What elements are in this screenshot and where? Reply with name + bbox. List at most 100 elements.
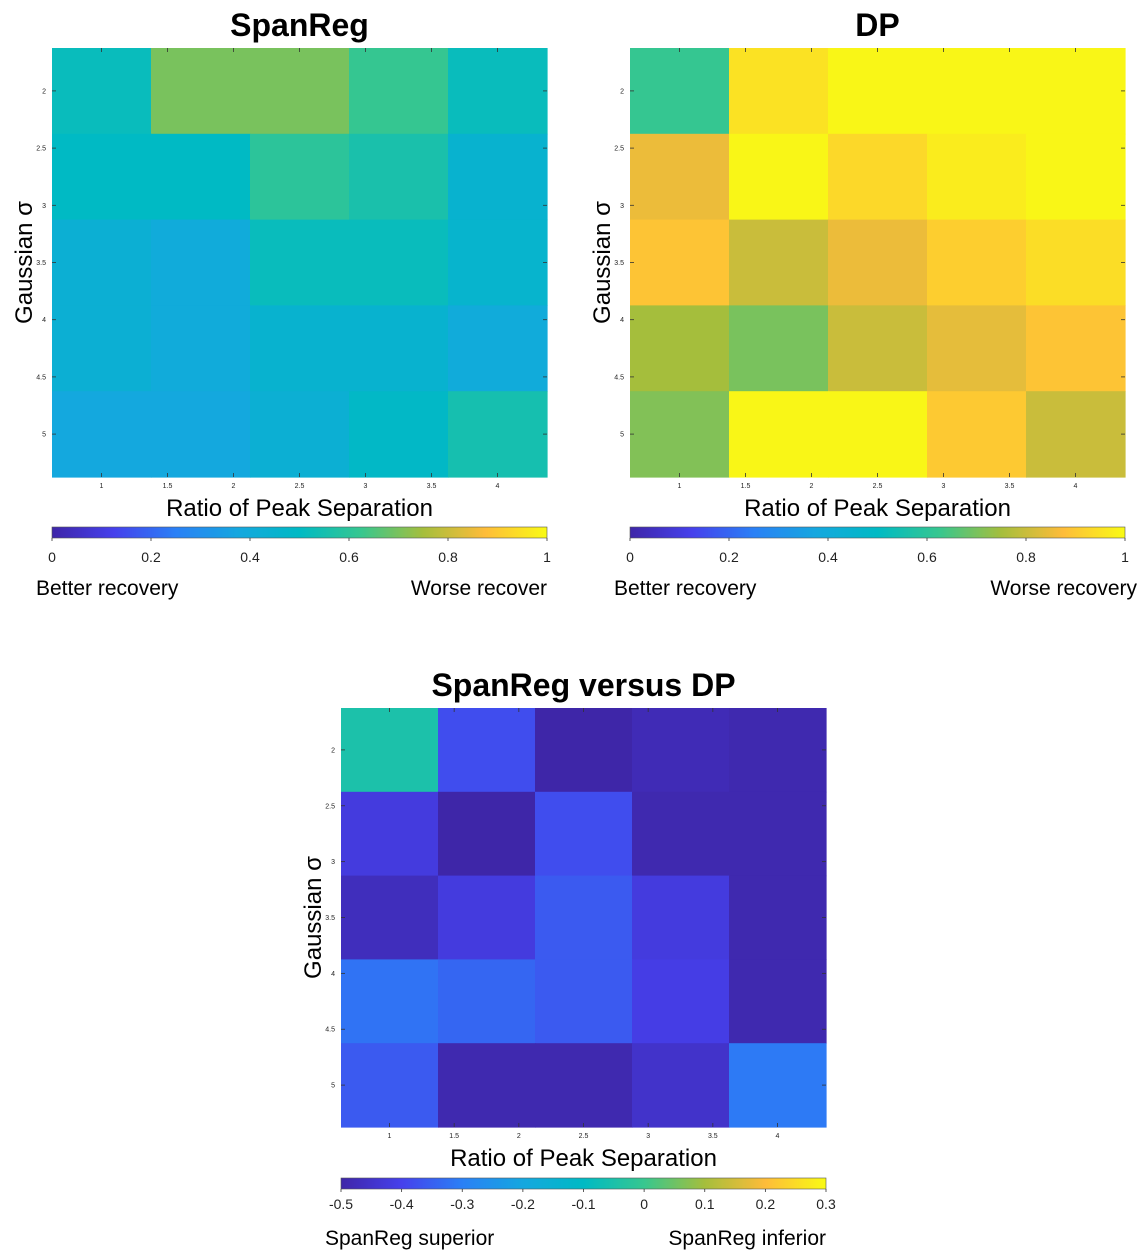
heatmap-cell-r5-c2 (151, 391, 251, 478)
heatmap-cell-r5-c1 (341, 1043, 439, 1128)
x-tick-label-3: 3 (646, 1133, 650, 1140)
colorbar-tick-label-0: 0 (626, 549, 634, 565)
heatmap-cell-r4-c3 (828, 305, 928, 392)
heatmap-cell-r2-c1 (52, 133, 152, 221)
heatmap-cell-r1-c5 (448, 48, 548, 135)
heatmap-cell-r1-c1 (630, 48, 730, 135)
heatmap-cell-r3-c1 (52, 219, 152, 306)
x-tick-label-3: 3 (942, 483, 946, 490)
heatmap-cell-r1-c5 (1026, 48, 1126, 135)
heatmap-cell-r2-c4 (349, 133, 449, 221)
y-tick-label-3: 3 (620, 203, 624, 210)
y-axis-label: Gaussian σ (11, 201, 38, 324)
x-tick-label-3-5: 3.5 (1005, 483, 1015, 490)
x-tick-label-2-5: 2.5 (873, 483, 883, 490)
x-tick-label-1-5: 1.5 (163, 483, 173, 490)
colorbar-left-label: Better recovery (614, 577, 757, 600)
x-tick-label-3-5: 3.5 (708, 1133, 718, 1140)
colorbar-right-label: Worse recover (411, 577, 547, 600)
heatmap-cell-r1-c3 (250, 48, 350, 135)
y-tick-label-4: 4 (42, 317, 46, 324)
heatmap-cell-r3-c4 (632, 875, 730, 960)
colorbar-tick-label-0-6: 0.6 (339, 549, 359, 565)
colorbar-tick-label-1: 1 (1121, 549, 1129, 565)
heatmap-cell-r4-c5 (1026, 305, 1126, 392)
heatmap-cell-r2-c2 (729, 133, 829, 221)
x-tick-label-1-5: 1.5 (741, 483, 751, 490)
y-axis-label: Gaussian σ (589, 201, 616, 324)
heatmap-cell-r3-c1 (630, 219, 730, 306)
x-tick-label-4: 4 (496, 483, 500, 490)
heatmap-cell-r2-c3 (250, 133, 350, 221)
heatmap-cell-r5-c2 (438, 1043, 536, 1128)
colorbar-tick-label-0-2: -0.2 (511, 1196, 535, 1212)
x-tick-label-3-5: 3.5 (427, 483, 437, 490)
x-tick-label-1: 1 (100, 483, 104, 490)
y-tick-label-5: 5 (620, 432, 624, 439)
heatmap-cell-r3-c3 (828, 219, 928, 306)
y-tick-label-4-5: 4.5 (325, 1027, 335, 1034)
x-tick-label-4: 4 (776, 1133, 780, 1140)
heatmap-panel-3: 1 1.5 2 2.5 3 3.5 4 2 2.5 3 3.5 4 4.5 5 SpanReg versus… (300, 667, 836, 1250)
colorbar-tick-label-0: 0 (48, 549, 56, 565)
heatmap-cell-r1-c2 (151, 48, 251, 135)
colorbar-right-label: Worse recovery (990, 577, 1137, 600)
heatmap-cell-r3-c2 (151, 219, 251, 306)
x-tick-label-2: 2 (517, 1133, 521, 1140)
heatmap-cell-r4-c1 (52, 305, 152, 392)
y-tick-label-3-5: 3.5 (36, 260, 46, 267)
heatmap-cell-r4-c2 (729, 305, 829, 392)
x-tick-label-2: 2 (232, 483, 236, 490)
heatmap-cell-r2-c4 (927, 133, 1027, 221)
colorbar-tick-label-0-3: -0.3 (450, 1196, 474, 1212)
x-tick-label-2-5: 2.5 (579, 1133, 589, 1140)
colorbar (51, 526, 548, 539)
heatmap-cell-r3-c4 (927, 219, 1027, 306)
colorbar-tick-label-0-1: 0.1 (695, 1196, 715, 1212)
y-tick-label-2: 2 (42, 88, 46, 95)
heatmap-cell-r3-c3 (535, 875, 633, 960)
heatmap-cell-r1-c4 (349, 48, 449, 135)
colorbar-right-label: SpanReg inferior (668, 1227, 826, 1250)
colorbar-tick-label-0-2: 0.2 (141, 549, 161, 565)
x-tick-label-1: 1 (388, 1133, 392, 1140)
heatmap-cell-r5-c3 (250, 391, 350, 478)
colorbar-tick-label-0: 0 (640, 1196, 648, 1212)
heatmap-cell-r2-c5 (729, 791, 827, 877)
heatmap-cell-r2-c3 (535, 791, 633, 877)
heatmap-cell-r1-c5 (729, 708, 827, 793)
chart-title: SpanReg (230, 7, 369, 43)
colorbar-tick-label-0-4: -0.4 (390, 1196, 414, 1212)
heatmap-cell-r5-c2 (729, 391, 829, 478)
heatmap-cell-r5-c4 (349, 391, 449, 478)
y-tick-label-3: 3 (42, 203, 46, 210)
heatmap-cell-r1-c2 (438, 708, 536, 793)
y-tick-label-3: 3 (331, 859, 335, 866)
y-tick-label-4: 4 (331, 971, 335, 978)
heatmap-cell-r2-c5 (448, 133, 548, 221)
heatmap-cell-r1-c1 (341, 708, 439, 793)
y-tick-label-4: 4 (620, 317, 624, 324)
heatmap-cell-r5-c5 (729, 1043, 827, 1128)
heatmap-cell-r4-c2 (438, 959, 536, 1044)
colorbar-left-label: Better recovery (36, 577, 179, 600)
y-tick-label-2: 2 (620, 88, 624, 95)
x-tick-label-2: 2 (810, 483, 814, 490)
y-axis-label: Gaussian σ (300, 856, 327, 979)
heatmap-cell-r4-c2 (151, 305, 251, 392)
y-tick-label-3-5: 3.5 (614, 260, 624, 267)
heatmap-cell-r5-c4 (927, 391, 1027, 478)
heatmap-cell-r4-c5 (729, 959, 827, 1044)
heatmap-cell-r4-c1 (630, 305, 730, 392)
y-tick-label-3-5: 3.5 (325, 915, 335, 922)
heatmap-cell-r4-c1 (341, 959, 439, 1044)
heatmap-cell-r5-c3 (828, 391, 928, 478)
chart-title: DP (855, 7, 899, 43)
heatmap-cell-r1-c3 (828, 48, 928, 135)
heatmap-cell-r1-c3 (535, 708, 633, 793)
heatmap-cell-r2-c3 (828, 133, 928, 221)
heatmap-cell-r2-c2 (151, 133, 251, 221)
heatmap-cell-r4-c4 (632, 959, 730, 1044)
heatmap-cell-r3-c4 (349, 219, 449, 306)
